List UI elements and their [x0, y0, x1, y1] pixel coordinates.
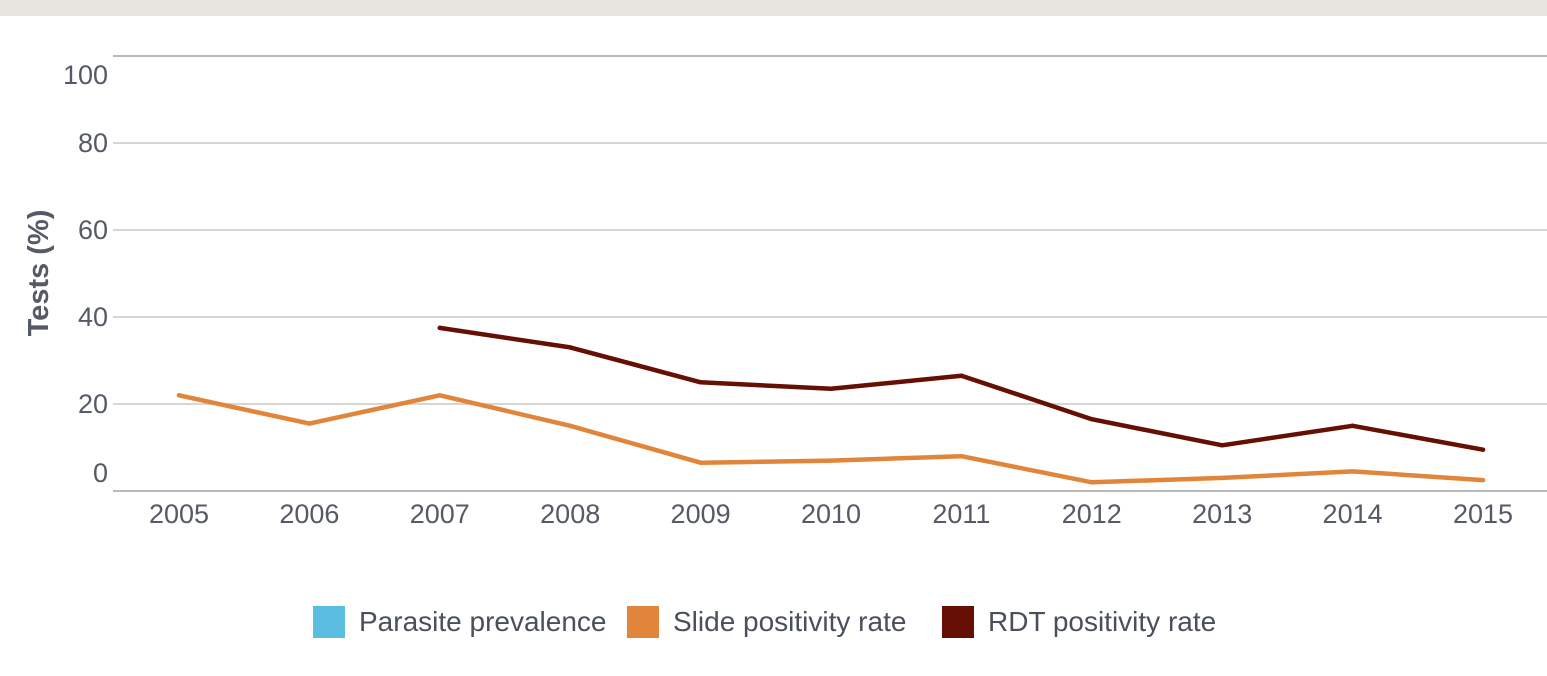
- y-tick-label: 100: [63, 60, 108, 90]
- x-tick-label: 2015: [1453, 499, 1513, 529]
- x-tick-label: 2005: [149, 499, 209, 529]
- x-tick-label: 2006: [279, 499, 339, 529]
- data-point: [698, 380, 703, 385]
- x-tick-label: 2010: [801, 499, 861, 529]
- x-axis-ticks: 2005 2006 2007 2008 2009 2010 2011 2012 2013 2014…: [149, 499, 1513, 529]
- data-point: [1480, 447, 1486, 452]
- y-tick-label: 20: [78, 389, 108, 419]
- data-point: [1089, 417, 1095, 422]
- legend-label: Parasite prevalence: [359, 606, 606, 637]
- x-tick-label: 2013: [1192, 499, 1252, 529]
- data-point: [1350, 469, 1355, 474]
- top-band: [0, 0, 1547, 16]
- series-line-1: [176, 393, 1486, 485]
- data-point: [959, 454, 964, 459]
- data-point: [568, 345, 573, 350]
- data-point: [1089, 480, 1095, 485]
- legend-swatch: [942, 606, 974, 638]
- y-tick-label: 0: [93, 458, 108, 488]
- data-point: [828, 386, 834, 391]
- legend-label: RDT positivity rate: [988, 606, 1216, 637]
- data-point: [1220, 475, 1225, 481]
- x-tick-label: 2009: [671, 499, 731, 529]
- legend: Parasite prevalence Slide positivity rate…: [313, 606, 1216, 638]
- data-point: [437, 325, 442, 331]
- x-tick-label: 2008: [540, 499, 600, 529]
- data-point: [568, 423, 573, 428]
- data-point: [698, 460, 703, 465]
- x-tick-label: 2007: [410, 499, 470, 529]
- y-tick-label: 80: [78, 128, 108, 158]
- data-point: [437, 393, 442, 398]
- data-point: [1220, 443, 1225, 448]
- y-tick-label: 40: [78, 302, 108, 332]
- y-axis-ticks: 0 20 40 60 80 100: [63, 60, 108, 488]
- data-point: [1480, 477, 1486, 483]
- x-tick-label: 2012: [1062, 499, 1122, 529]
- data-point: [959, 373, 964, 378]
- series-lines: [176, 325, 1486, 485]
- legend-swatch: [627, 606, 659, 638]
- gridlines: [113, 55, 1547, 405]
- y-axis-title: Tests (%): [23, 210, 55, 337]
- data-point: [1350, 423, 1355, 428]
- data-point: [828, 458, 834, 463]
- data-point: [176, 393, 182, 398]
- x-tick-label: 2014: [1323, 499, 1383, 529]
- legend-swatch: [313, 606, 345, 638]
- legend-label: Slide positivity rate: [673, 606, 906, 637]
- data-point: [307, 421, 312, 426]
- x-tick-label: 2011: [932, 499, 990, 529]
- y-tick-label: 60: [78, 215, 108, 245]
